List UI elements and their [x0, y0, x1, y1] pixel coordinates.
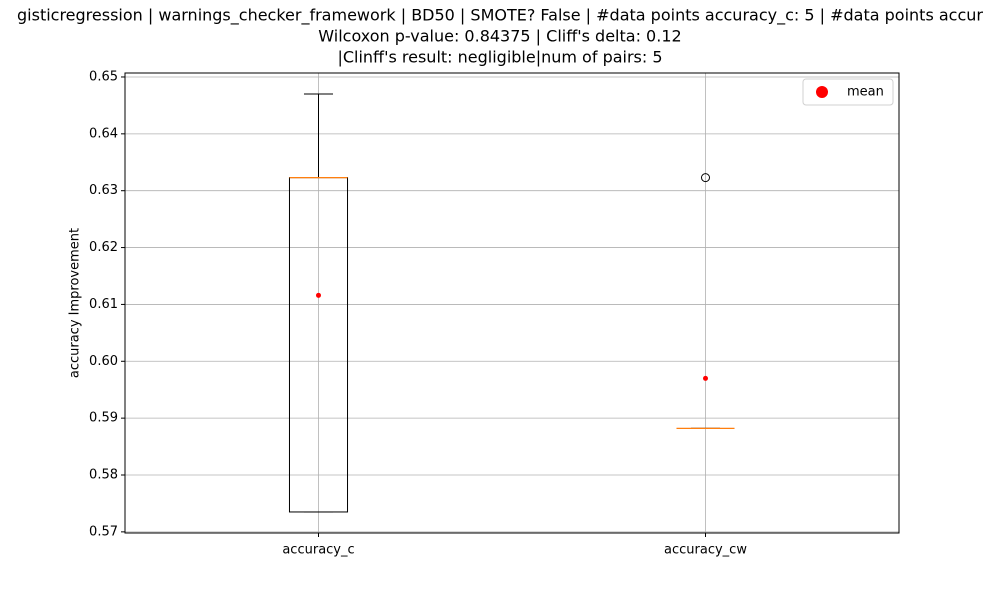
y-tick-label: 0.63: [89, 183, 118, 198]
y-axis-label: accuracy Improvement: [68, 228, 83, 378]
mean-marker: [703, 375, 708, 381]
y-tick-label: 0.65: [89, 69, 118, 84]
chart-title: |Clinff's result: negligible|num of pair…: [337, 48, 662, 67]
y-tick-label: 0.62: [89, 240, 118, 255]
legend-marker: [816, 86, 828, 98]
x-tick-label: accuracy_cw: [664, 543, 747, 558]
chart-title: Wilcoxon p-value: 0.84375 | Cliff's delt…: [318, 27, 681, 46]
y-tick-label: 0.60: [89, 354, 118, 369]
outlier: [701, 173, 710, 183]
plot-frame: [124, 72, 900, 534]
y-tick-label: 0.58: [89, 468, 118, 483]
legend-box: [802, 78, 894, 106]
y-tick-label: 0.57: [89, 524, 118, 539]
mean-marker: [316, 292, 321, 298]
y-tick-label: 0.59: [89, 411, 118, 426]
chart-title: gisticregression | warnings_checker_fram…: [17, 6, 983, 26]
y-tick-label: 0.64: [89, 126, 118, 141]
y-tick-label: 0.61: [89, 297, 118, 312]
legend-label: mean: [847, 85, 884, 100]
x-tick-label: accuracy_c: [282, 543, 354, 558]
